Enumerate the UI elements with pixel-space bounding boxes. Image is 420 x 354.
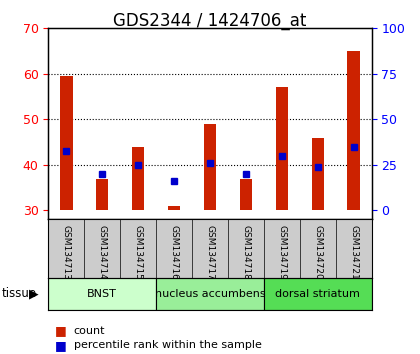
Text: nucleus accumbens: nucleus accumbens	[155, 289, 265, 299]
Text: GSM134716: GSM134716	[170, 225, 178, 280]
Bar	[60, 76, 73, 210]
Text: ■: ■	[55, 339, 66, 352]
Text: GSM134718: GSM134718	[241, 225, 250, 280]
Text: ■: ■	[55, 325, 66, 337]
Bar	[48, 278, 156, 310]
Bar	[312, 138, 324, 210]
Bar	[204, 124, 216, 210]
Text: GSM134715: GSM134715	[134, 225, 143, 280]
Bar	[264, 278, 372, 310]
Text: GSM134717: GSM134717	[205, 225, 215, 280]
Text: GSM134720: GSM134720	[313, 225, 322, 280]
Text: GSM134713: GSM134713	[62, 225, 71, 280]
Text: GSM134721: GSM134721	[349, 225, 358, 280]
Text: GSM134719: GSM134719	[277, 225, 286, 280]
Bar	[168, 206, 180, 210]
Bar	[347, 51, 360, 210]
Text: GSM134714: GSM134714	[98, 225, 107, 280]
Bar	[96, 178, 108, 210]
Text: tissue: tissue	[2, 287, 37, 300]
Text: count: count	[74, 326, 105, 336]
Text: ▶: ▶	[29, 287, 38, 300]
Bar	[156, 278, 264, 310]
Text: dorsal striatum: dorsal striatum	[276, 289, 360, 299]
Text: percentile rank within the sample: percentile rank within the sample	[74, 340, 261, 350]
Text: BNST: BNST	[87, 289, 117, 299]
Bar	[132, 147, 144, 210]
Bar	[276, 87, 288, 210]
Bar	[240, 178, 252, 210]
Text: GDS2344 / 1424706_at: GDS2344 / 1424706_at	[113, 12, 307, 30]
